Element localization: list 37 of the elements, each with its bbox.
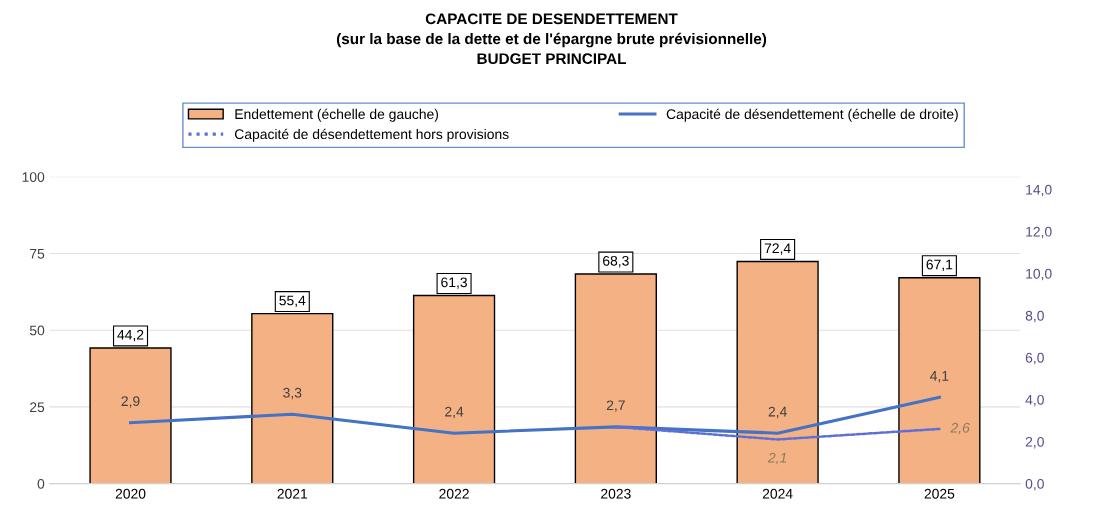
data-label: 68,3 xyxy=(603,255,629,268)
data-label: 72,4 xyxy=(764,243,791,255)
chart-title: CAPACITE DE DESENDETTEMENT (sur la base de la dette et de l'épargne brute prévisionnelle) BUDGET PRINCIPAL xyxy=(336,13,767,65)
y2-tick-label: 4,0 xyxy=(1025,394,1044,407)
data-label: 4,1 xyxy=(930,371,949,383)
y-tick-label: 0 xyxy=(37,478,45,489)
legend-label: Capacité de désendettement (échelle de droite) xyxy=(666,108,958,122)
x-tick-label: 2022 xyxy=(439,488,469,499)
y-tick-label: 25 xyxy=(30,402,45,413)
y2-tick-label: 10,0 xyxy=(1026,268,1052,281)
x-tick-label: 2021 xyxy=(277,488,308,499)
data-label: 2,9 xyxy=(121,396,140,408)
y2-tick-label: 14,0 xyxy=(1026,184,1052,197)
legend-label: Capacité de désendettement hors provisions xyxy=(234,128,509,142)
data-label: 67,1 xyxy=(926,259,953,272)
x-tick-label: 2020 xyxy=(115,488,146,499)
y-tick-label: 50 xyxy=(29,325,45,336)
data-label: 2,4 xyxy=(445,406,464,419)
data-label: 2,4 xyxy=(768,406,787,419)
y2-tick-label: 0,0 xyxy=(1025,478,1044,491)
y2-tick-label: 12,0 xyxy=(1026,226,1052,239)
legend-label: Endettement (échelle de gauche) xyxy=(235,108,439,122)
y2-tick-label: 6,0 xyxy=(1025,352,1044,365)
y2-tick-label: 8,0 xyxy=(1025,310,1044,323)
data-label: 61,3 xyxy=(441,277,467,289)
data-label: 2,6 xyxy=(950,422,970,435)
data-label: 55,4 xyxy=(279,295,306,307)
data-label: 2,1 xyxy=(767,452,787,465)
data-label: 44,2 xyxy=(117,329,144,342)
x-tick-label: 2023 xyxy=(601,488,631,499)
y-tick-label: 100 xyxy=(22,172,45,182)
y-tick-label: 75 xyxy=(30,248,45,259)
y2-tick-label: 2,0 xyxy=(1025,436,1044,449)
x-tick-label: 2025 xyxy=(924,488,955,499)
x-tick-label: 2024 xyxy=(762,488,793,499)
data-label: 2,7 xyxy=(606,400,625,412)
data-label: 3,3 xyxy=(283,387,302,400)
